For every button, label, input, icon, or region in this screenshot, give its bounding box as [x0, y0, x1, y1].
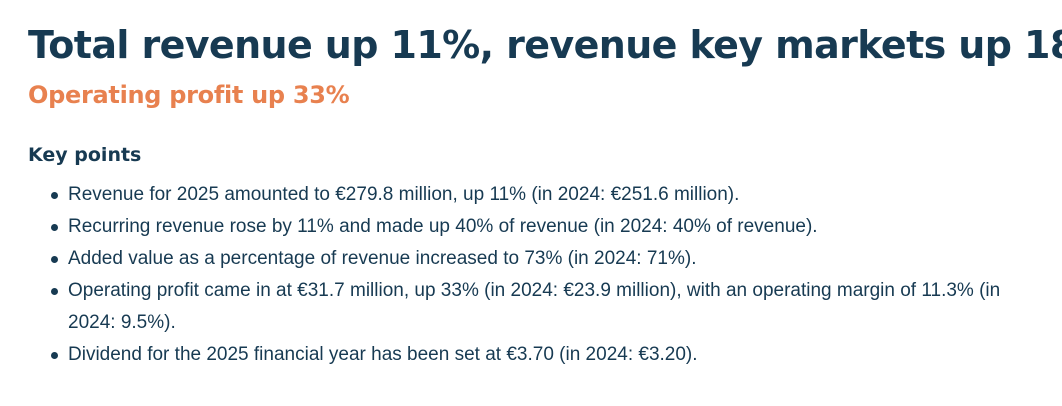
list-item: Recurring revenue rose by 11% and made u…	[28, 211, 1052, 243]
list-item-text: Dividend for the 2025 financial year has…	[68, 344, 698, 365]
page-subtitle: Operating profit up 33%	[28, 81, 350, 109]
list-item: Dividend for the 2025 financial year has…	[28, 339, 1052, 371]
list-item-text: Revenue for 2025 amounted to €279.8 mill…	[68, 184, 740, 205]
key-points-heading: Key points	[28, 144, 142, 166]
key-points-section: Key points Revenue for 2025 amounted to …	[28, 141, 1052, 371]
list-item-text: Operating profit came in at €31.7 millio…	[68, 280, 1001, 333]
bullet-icon	[51, 224, 58, 231]
list-item: Revenue for 2025 amounted to €279.8 mill…	[28, 179, 1052, 211]
list-item: Operating profit came in at €31.7 millio…	[28, 275, 1052, 339]
bullet-icon	[51, 256, 58, 263]
bullet-icon	[51, 288, 58, 295]
key-points-list: Revenue for 2025 amounted to €279.8 mill…	[28, 179, 1052, 371]
list-item-text: Added value as a percentage of revenue i…	[68, 248, 697, 269]
bullet-icon	[51, 352, 58, 359]
list-item-text: Recurring revenue rose by 11% and made u…	[68, 216, 818, 237]
bullet-icon	[51, 192, 58, 199]
press-release-summary: Total revenue up 11%, revenue key market…	[28, 16, 1062, 371]
list-item: Added value as a percentage of revenue i…	[28, 243, 1052, 275]
page-title: Total revenue up 11%, revenue key market…	[28, 23, 1062, 67]
